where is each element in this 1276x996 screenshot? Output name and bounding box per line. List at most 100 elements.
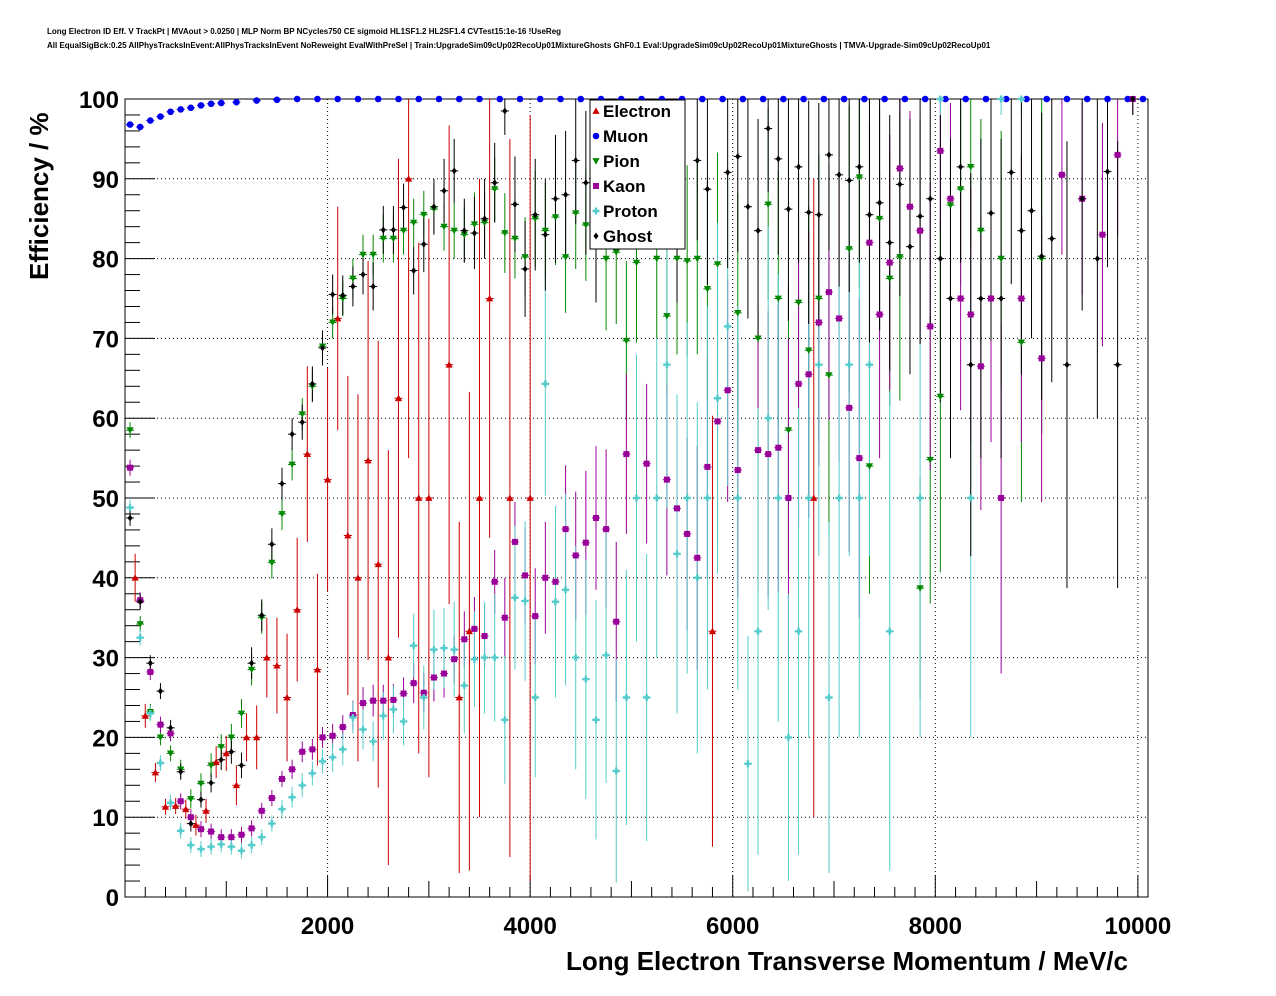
muon-point <box>962 95 969 103</box>
ghost-point <box>228 748 234 756</box>
pion-point <box>1017 339 1025 346</box>
kaon-point <box>360 700 367 707</box>
kaon-point <box>380 697 387 704</box>
proton-point <box>319 757 327 765</box>
pion-point <box>946 202 955 209</box>
pion-point <box>450 227 458 235</box>
kaon-point <box>1018 295 1025 302</box>
proton-point <box>197 845 205 853</box>
proton-point <box>541 380 549 388</box>
ghost-point <box>421 240 427 248</box>
y-tick-label: 10 <box>92 805 119 832</box>
kaon-point <box>876 311 883 318</box>
ghost-point <box>320 344 326 352</box>
pion-point <box>825 372 833 379</box>
proton-point <box>1017 95 1025 103</box>
proton-point <box>714 394 722 402</box>
ghost-point <box>583 179 589 187</box>
pion-point <box>764 201 772 208</box>
pion-point <box>156 734 165 741</box>
pion-point <box>207 762 215 769</box>
ghost-point <box>492 179 498 187</box>
electron-point <box>323 476 332 483</box>
kaon-point <box>785 495 792 501</box>
electron-legend-marker <box>592 107 600 114</box>
kaon-point <box>187 814 194 821</box>
ghost-point <box>532 211 538 219</box>
ghost-point <box>947 295 953 302</box>
muon-point <box>1083 95 1091 103</box>
proton-point <box>825 694 833 701</box>
kaon-point <box>410 680 417 687</box>
proton-point <box>936 95 944 103</box>
ghost-point <box>299 418 305 426</box>
kaon-point <box>268 795 275 802</box>
proton-point <box>359 725 367 733</box>
ghost-point <box>887 239 893 247</box>
ghost-point <box>806 208 812 216</box>
axes: 2000 4000 6000 8000 10000 0 10 20 30 40 50 60 70 80 90… <box>79 87 1171 940</box>
proton-point <box>592 716 600 724</box>
kaon-point <box>501 614 508 621</box>
electron-point <box>405 175 413 182</box>
electron-point <box>202 807 210 814</box>
muon-point <box>187 104 195 112</box>
pion-point <box>237 710 246 718</box>
pion-point <box>886 275 894 283</box>
pion-point <box>420 211 428 219</box>
ghost-point <box>1008 168 1014 176</box>
y-tick-label: 30 <box>92 646 119 673</box>
muon-point <box>395 95 402 103</box>
ghost-point <box>978 295 984 302</box>
kaon-point <box>977 363 984 370</box>
ghost-point <box>269 540 275 548</box>
ghost-point <box>765 125 771 133</box>
kaon-point <box>258 807 265 814</box>
proton-point <box>511 594 519 602</box>
legend-box <box>589 99 686 250</box>
electron-point <box>242 733 251 741</box>
electron-point <box>475 494 484 501</box>
pion-point <box>531 215 539 223</box>
kaon-legend-marker <box>593 183 599 189</box>
muon-point <box>536 95 544 103</box>
proton-point <box>258 833 266 841</box>
kaon-point <box>866 239 873 246</box>
ghost-point <box>958 163 964 171</box>
muon-point <box>901 95 909 103</box>
kaon-point <box>805 371 812 378</box>
ghost-point <box>877 199 883 207</box>
pion-point <box>551 214 560 221</box>
ghost-point <box>725 168 731 176</box>
ghost-point <box>563 191 569 199</box>
proton-point <box>369 737 377 745</box>
ghost-point <box>451 167 457 175</box>
pion-point <box>865 463 874 470</box>
proton-point <box>835 494 843 502</box>
muon-point <box>881 95 888 103</box>
electron-point <box>293 606 301 613</box>
ghost-point <box>846 176 852 184</box>
muon-point <box>167 108 174 116</box>
y-axis-title: Efficiency / % <box>24 112 54 280</box>
proton-point <box>420 694 428 701</box>
pion-point <box>349 275 357 283</box>
kaon-point <box>430 674 437 681</box>
kaon-point <box>562 526 569 533</box>
pion-point <box>805 347 813 354</box>
kaon-point <box>998 495 1005 501</box>
proton-point <box>795 627 803 635</box>
pion-point <box>602 255 610 263</box>
proton-point <box>774 494 782 502</box>
ghost-point <box>411 267 417 275</box>
pion-point <box>845 246 853 253</box>
pion-point <box>217 744 225 751</box>
pion-point <box>774 295 782 303</box>
muon-point <box>699 95 706 103</box>
ghost-point <box>137 598 143 606</box>
proton-point <box>967 494 975 502</box>
ghost-point <box>968 361 974 369</box>
kaon-point <box>481 633 488 640</box>
ghost-point <box>552 195 558 203</box>
kaon-point <box>825 289 832 296</box>
